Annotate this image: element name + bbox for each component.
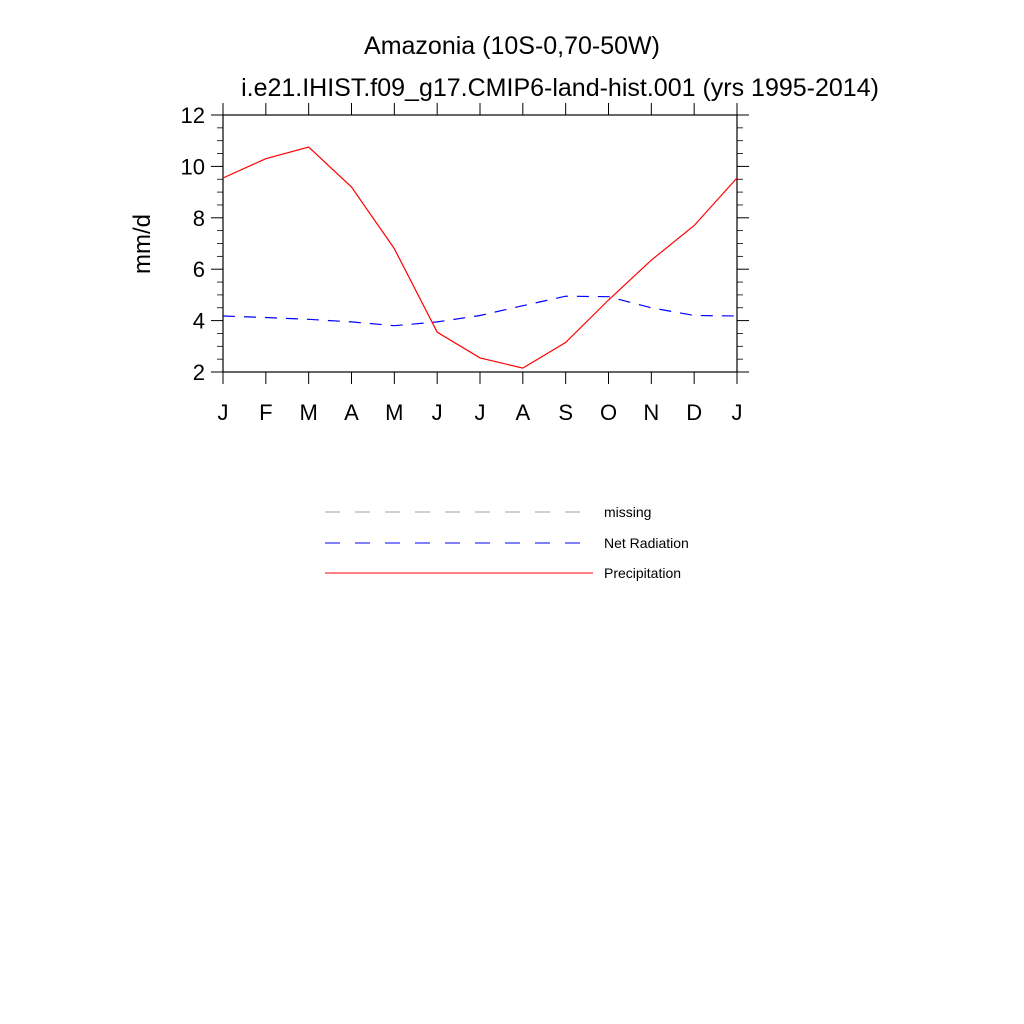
x-tick-label: J [475,400,486,425]
series-line-precipitation [222,146,738,369]
x-tick-label: S [558,400,573,425]
y-tick-label: 4 [193,309,205,334]
x-tick-label: A [515,400,530,425]
x-tick-label: D [686,400,702,425]
y-tick-label: 2 [193,360,205,385]
x-tick-label: N [643,400,659,425]
y-tick-label: 8 [193,206,205,231]
y-tick-label: 6 [193,257,205,282]
x-tick-label: O [600,400,617,425]
x-tick-label: J [218,400,229,425]
legend: missing Net Radiation Precipitation [325,504,689,581]
x-tick-label: J [732,400,743,425]
series-line-net-radiation [222,295,738,327]
x-tick-label: F [259,400,272,425]
x-tick-label: J [432,400,443,425]
x-tick-label: A [344,400,359,425]
chart-subtitle: i.e21.IHIST.f09_g17.CMIP6-land-hist.001 … [241,74,879,102]
y-tick-label: 12 [181,103,205,128]
x-tick-label: M [385,400,403,425]
legend-label-missing: missing [604,504,651,520]
plot-frame [222,114,738,373]
y-axis-label: mm/d [129,214,156,274]
y-tick-label: 10 [181,154,205,179]
legend-label-precipitation: Precipitation [604,565,681,581]
legend-label-net-radiation: Net Radiation [604,535,689,551]
chart-title: Amazonia (10S-0,70-50W) [364,32,660,60]
x-tick-label: M [300,400,318,425]
plot-area: 2 4 6 8 10 12 J F M A M J J A S O N D J [181,103,749,425]
